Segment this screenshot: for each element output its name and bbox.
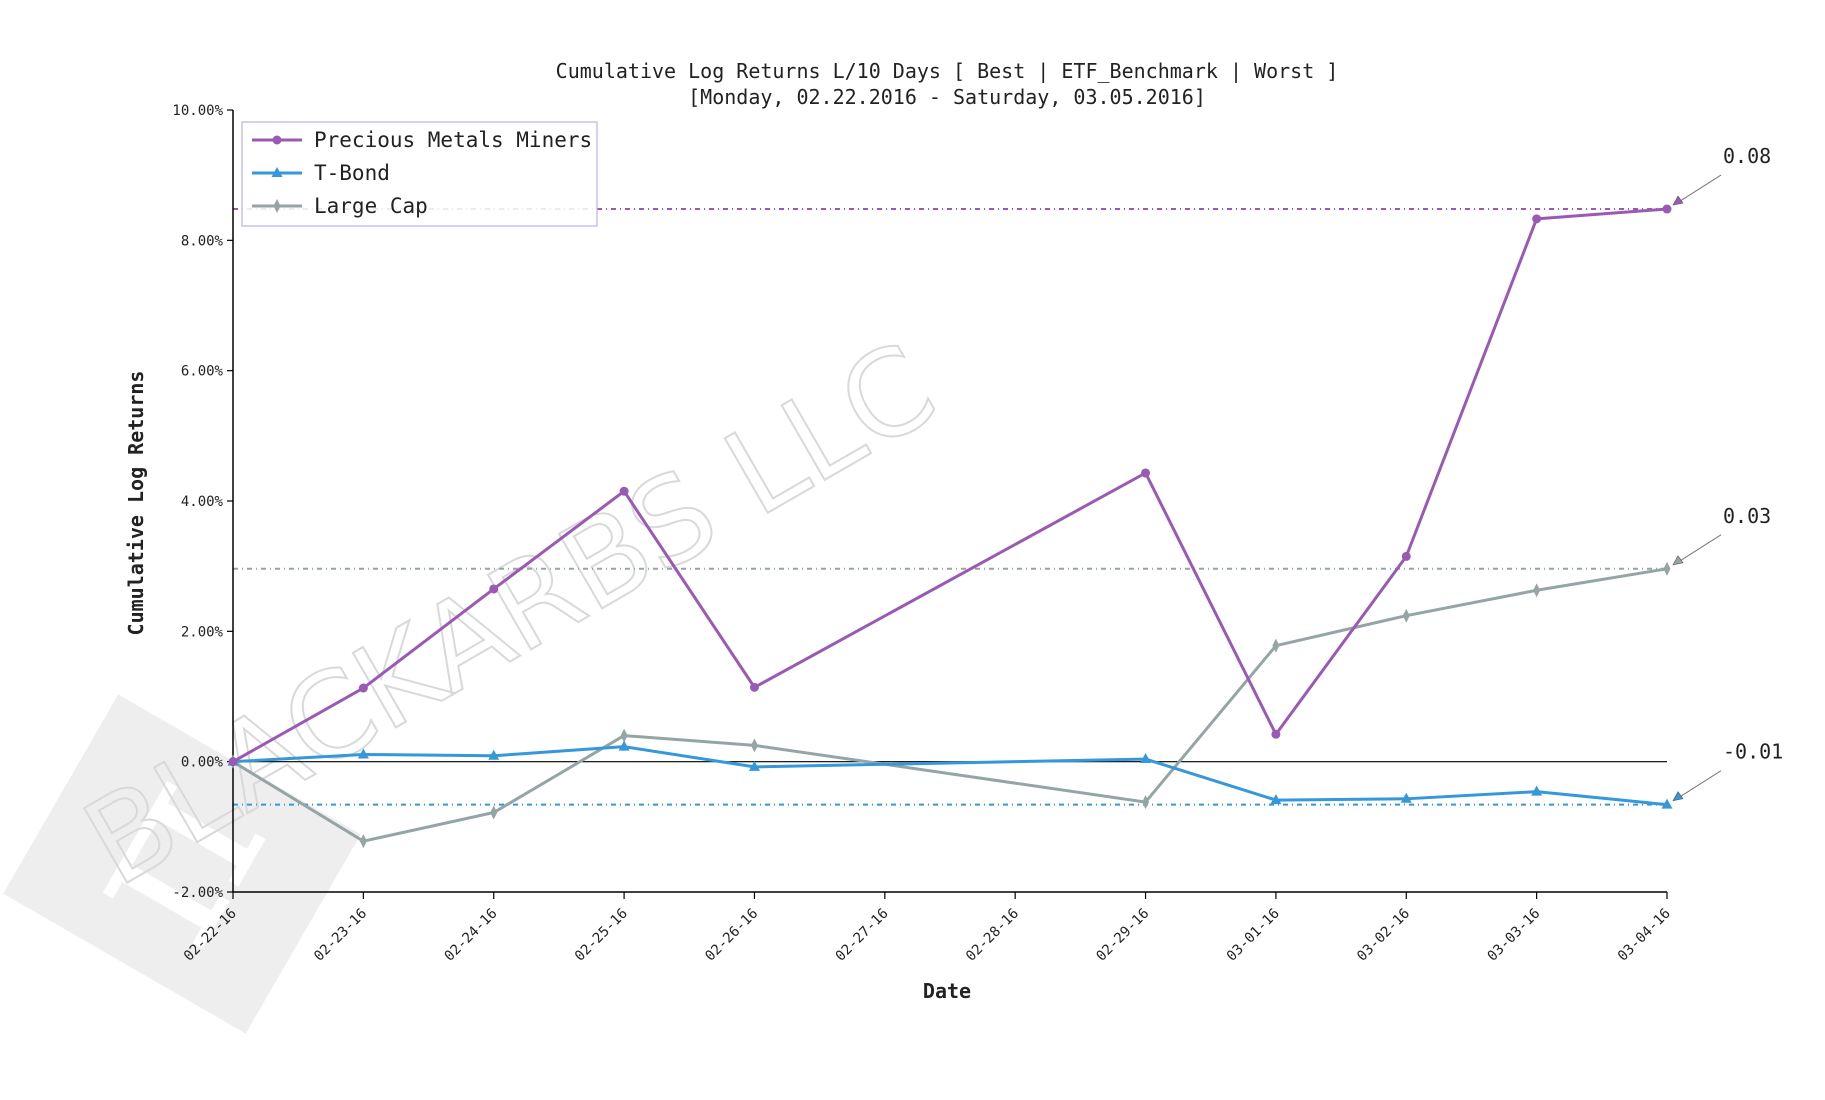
- series-layer: [227, 204, 1673, 849]
- x-tick-label: 02-23-16: [311, 906, 370, 965]
- data-point: [359, 834, 367, 849]
- data-point: [1402, 608, 1410, 623]
- y-tick-label: -2.00%: [172, 885, 223, 901]
- data-point: [1270, 794, 1282, 805]
- annotation-arrow-line: [1676, 174, 1722, 204]
- data-point: [357, 748, 369, 759]
- watermark-text: BLACKARBS LLC: [62, 316, 957, 912]
- x-tick-label: 03-03-16: [1484, 906, 1543, 965]
- data-point: [750, 738, 758, 753]
- series-precious-metals-miners: [228, 204, 1672, 767]
- y-tick-label: 2.00%: [181, 624, 224, 640]
- legend-label: Precious Metals Miners: [314, 128, 592, 152]
- data-point: [1272, 638, 1280, 653]
- series-line: [232, 207, 1668, 763]
- data-point: [1663, 561, 1671, 576]
- data-point: [618, 740, 630, 751]
- data-point: [490, 805, 498, 820]
- data-point: [619, 486, 629, 496]
- annotation-arrow-head: [1672, 195, 1684, 206]
- data-point: [748, 760, 760, 771]
- data-point: [1662, 204, 1672, 214]
- data-point: [1401, 551, 1411, 561]
- legend-label: T-Bond: [314, 161, 390, 185]
- data-point: [1140, 753, 1152, 764]
- data-point: [1271, 729, 1281, 739]
- legend-item: T-Bond: [252, 161, 390, 185]
- series-t-bond: [227, 740, 1673, 809]
- data-point: [271, 167, 283, 177]
- final-value-label: 0.08: [1723, 144, 1771, 168]
- data-point: [749, 682, 759, 692]
- data-point: [272, 135, 282, 145]
- data-point: [1531, 785, 1543, 796]
- series-line: [232, 567, 1668, 843]
- x-tick-label: 02-24-16: [442, 906, 501, 965]
- x-tick-label: 02-26-16: [702, 906, 761, 965]
- x-tick-label: 02-28-16: [963, 906, 1022, 965]
- y-axis-label: Cumulative Log Returns: [124, 371, 148, 636]
- y-tick-label: 0.00%: [181, 755, 224, 771]
- annotation-arrow-line: [1676, 534, 1722, 564]
- annotations: 0.08 -0.01 0.03: [1672, 144, 1783, 802]
- axes: -2.00% 0.00% 2.00% 4.00% 6.00% 8.00% 10.00% 02-…: [172, 103, 1673, 965]
- data-point: [1532, 214, 1542, 224]
- x-tick-label: 02-25-16: [572, 906, 631, 965]
- data-point: [489, 584, 499, 594]
- x-tick-label: 03-04-16: [1615, 906, 1674, 965]
- legend: Precious Metals Miners T-Bond Large Cap: [241, 121, 598, 227]
- legend-item: Large Cap: [252, 194, 428, 218]
- x-tick-label: 02-27-16: [833, 906, 892, 965]
- annotation-arrow-head: [1672, 791, 1684, 802]
- y-tick-label: 6.00%: [181, 364, 224, 380]
- data-point: [1141, 468, 1151, 478]
- final-value-label: -0.01: [1723, 740, 1783, 764]
- data-point: [358, 683, 368, 693]
- chart-title-line2: [Monday, 02.22.2016 - Saturday, 03.05.20…: [688, 85, 1206, 109]
- data-point: [1142, 795, 1150, 810]
- series-line: [232, 745, 1668, 807]
- data-point: [273, 199, 281, 213]
- data-point: [1533, 583, 1541, 598]
- y-tick-label: 8.00%: [181, 233, 224, 249]
- y-tick-label: 10.00%: [172, 103, 223, 119]
- chart-title-line1: Cumulative Log Returns L/10 Days [ Best …: [556, 59, 1339, 83]
- annotation-arrow-line: [1676, 770, 1722, 800]
- x-tick-label: 02-29-16: [1093, 906, 1152, 965]
- x-tick-label: 03-01-16: [1224, 906, 1283, 965]
- x-axis-label: Date: [923, 979, 971, 1003]
- data-point: [1661, 798, 1673, 809]
- data-point: [620, 728, 628, 743]
- final-value-label: 0.03: [1723, 504, 1771, 528]
- annotation-arrow-head: [1672, 555, 1684, 566]
- y-tick-label: 4.00%: [181, 494, 224, 510]
- legend-item: Precious Metals Miners: [252, 128, 592, 152]
- data-point: [488, 749, 500, 760]
- data-point: [228, 757, 238, 767]
- legend-label: Large Cap: [314, 194, 428, 218]
- x-tick-label: 03-02-16: [1354, 906, 1413, 965]
- data-point: [1400, 792, 1412, 803]
